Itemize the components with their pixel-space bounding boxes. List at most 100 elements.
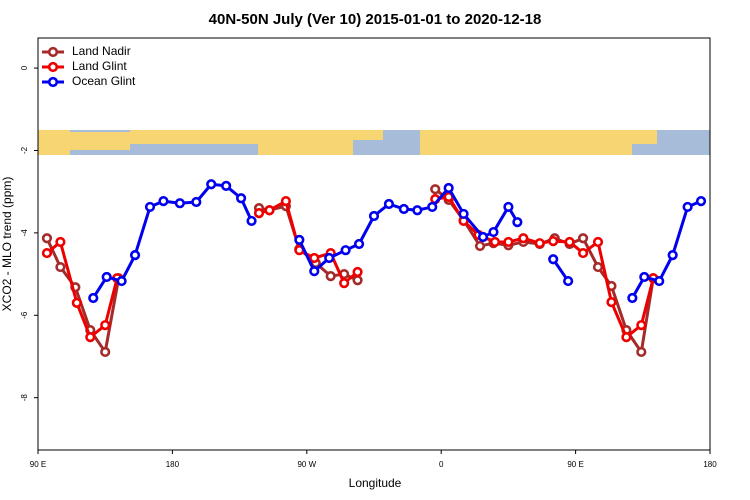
y-axis-title: XCO2 - MLO trend (ppm) (0, 177, 14, 312)
land (353, 130, 383, 140)
data-point (101, 271, 112, 283)
y-tick-label: -8 (20, 394, 29, 402)
data-point (235, 193, 247, 204)
data-point (100, 320, 111, 331)
data-point (325, 271, 336, 282)
data-point (621, 332, 632, 343)
x-tick-label: 90 E (30, 460, 46, 469)
legend-marker (47, 61, 59, 73)
data-point (577, 233, 589, 244)
land (130, 130, 258, 144)
data-point (88, 292, 99, 304)
data-point (206, 179, 217, 190)
data-point (383, 198, 395, 210)
x-axis-title: Longitude (349, 476, 402, 490)
data-point (339, 278, 350, 289)
data-point (577, 247, 589, 259)
data-point (443, 182, 454, 194)
data-point (503, 201, 514, 213)
chart-title: 40N-50N July (Ver 10) 2015-01-01 to 2020… (209, 11, 542, 28)
data-point (592, 236, 604, 248)
land (520, 130, 632, 155)
data-point (294, 234, 305, 245)
x-tick-label: 180 (703, 460, 717, 469)
data-point (534, 238, 545, 249)
x-tick-label: 90 W (297, 460, 316, 469)
data-point (309, 252, 320, 264)
data-point (477, 231, 489, 243)
data-point (116, 275, 127, 287)
legend-label: Land Glint (72, 59, 127, 73)
land (258, 130, 353, 155)
data-point (324, 252, 335, 264)
data-point (503, 236, 514, 248)
data-point (129, 250, 141, 261)
data-point (353, 238, 365, 250)
data-point (412, 205, 423, 216)
data-point (191, 196, 202, 208)
land (632, 130, 657, 144)
y-tick-label: -2 (20, 146, 29, 154)
data-point (174, 198, 185, 209)
legend-item: Land Glint (42, 59, 127, 73)
data-point (340, 245, 351, 256)
data-point (474, 240, 486, 252)
data-point (695, 196, 707, 207)
data-point (427, 201, 438, 213)
data-point (253, 208, 265, 219)
data-point (41, 247, 53, 259)
data-point (639, 271, 650, 283)
data-point (592, 261, 604, 273)
plot-frame (37, 37, 711, 451)
y-tick-label: -4 (20, 229, 29, 237)
data-point (55, 236, 66, 248)
data-point (488, 226, 499, 238)
data-point (85, 332, 96, 343)
data-point (563, 275, 574, 287)
x-tick-label: 180 (166, 460, 180, 469)
data-point (636, 320, 647, 331)
data-point (100, 346, 111, 358)
data-point (682, 201, 693, 213)
data-point (548, 236, 559, 247)
legend-item: Ocean Glint (42, 74, 136, 88)
data-point (458, 208, 469, 220)
data-point (654, 275, 665, 287)
legend-label: Land Nadir (72, 44, 131, 58)
x-tick-label: 0 (439, 460, 444, 469)
data-point (636, 346, 647, 358)
data-point (144, 201, 156, 213)
data-point (352, 266, 363, 278)
map-strip (38, 130, 710, 155)
legend-label: Ocean Glint (72, 74, 136, 88)
data-point (368, 210, 380, 222)
y-tick-label: -6 (20, 311, 29, 319)
data-point (352, 275, 363, 286)
land (38, 130, 70, 155)
x-tick-label: 90 E (567, 460, 583, 469)
data-point (627, 292, 638, 304)
data-point (606, 296, 617, 308)
data-point (667, 250, 678, 261)
data-point (246, 215, 257, 227)
y-tick-label: 0 (20, 65, 29, 70)
legend-marker (47, 46, 59, 58)
data-point (41, 233, 53, 244)
data-point (264, 205, 275, 216)
legend-item: Land Nadir (42, 44, 131, 58)
data-point (71, 297, 82, 309)
data-point (564, 236, 575, 248)
data-point (309, 266, 320, 277)
land (70, 132, 130, 150)
legend-marker (47, 76, 59, 88)
data-point (518, 233, 529, 244)
series-line (91, 182, 702, 299)
land (420, 130, 520, 155)
data-point (548, 254, 559, 265)
data-point (512, 217, 523, 228)
data-point (430, 184, 441, 195)
data-point (398, 203, 409, 215)
data-point (280, 196, 291, 207)
